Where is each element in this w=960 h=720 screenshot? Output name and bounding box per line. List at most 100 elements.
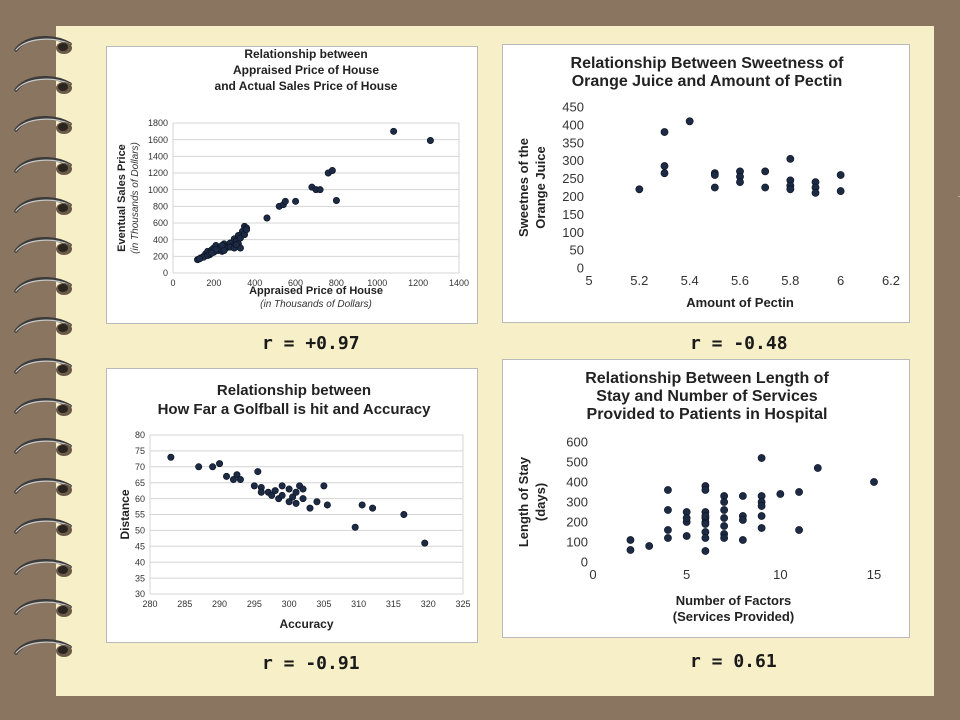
x-tick-label: 5.6 [731,273,749,288]
chart-title-line: Provided to Patients in Hospital [587,406,828,423]
x-axis-label: Accuracy [279,617,333,631]
data-point [233,471,241,479]
x-tick-label: 800 [329,278,344,288]
x-tick-label: 5 [585,273,592,288]
data-point [257,488,265,496]
data-point [263,214,271,222]
spiral-ring [12,558,74,581]
x-tick-label: 5.8 [781,273,799,288]
data-point [426,137,434,145]
data-point [720,534,729,542]
x-tick-label: 285 [177,599,192,609]
y-tick-label: 500 [566,455,588,470]
x-tick-label: 1000 [367,278,387,288]
spiral-ring [12,598,74,621]
y-tick-label: 0 [163,268,168,278]
x-tick-label: 325 [455,599,470,609]
x-tick-label: 5.2 [630,273,648,288]
data-point [299,495,307,503]
x-tick-label: 1400 [449,278,469,288]
data-point [701,534,710,542]
x-tick-label: 0 [170,278,175,288]
spiral-ring [12,478,74,500]
data-point [278,491,286,499]
data-point [720,514,729,522]
data-point [316,186,324,194]
spiral-ring [12,357,74,380]
x-axis-label: (Services Provided) [673,609,794,624]
data-point [738,516,747,524]
y-axis-label: Length of Stay [516,456,531,547]
x-axis-label: Amount of Pectin [686,295,794,310]
chart-panel-hospital-stay: Relationship Between Length of Stay and N… [502,359,910,638]
y-tick-label: 200 [562,189,584,204]
data-point [701,512,710,520]
data-point [292,488,300,496]
data-point [870,478,878,486]
y-tick-label: 40 [135,557,145,567]
x-tick-label: 15 [867,567,881,582]
data-point [664,486,672,494]
y-tick-label: 100 [562,225,584,240]
y-tick-label: 450 [562,100,584,115]
spiral-ring [12,277,74,299]
y-tick-label: 300 [566,495,588,510]
chart-title-line: and Actual Sales Price of House [215,79,398,93]
y-tick-label: 75 [135,446,145,456]
y-tick-label: 250 [562,171,584,186]
data-point [390,127,398,135]
correlation-label-hospital: r = 0.61 [690,651,777,672]
x-tick-label: 200 [206,278,221,288]
data-point [736,178,744,187]
spiral-ring [12,116,74,138]
y-axis-label: (days) [533,483,548,521]
data-point [701,520,710,528]
data-point [685,117,694,126]
y-tick-label: 150 [562,207,584,222]
data-point [645,542,654,550]
y-tick-label: 800 [153,201,168,211]
correlation-label-house: r = +0.97 [262,333,360,354]
y-axis-label: Eventual Sales Price [116,144,128,252]
data-point [738,536,747,544]
chart-title-line: Relationship between [217,382,371,399]
chart-title-line: Relationship Between Sweetness of [571,55,845,72]
data-point [236,476,244,484]
data-point [720,522,729,530]
data-point [167,453,175,461]
data-point [635,185,644,194]
data-point [223,472,231,480]
data-point [786,185,795,194]
data-point [289,493,297,501]
chart-title-line: Stay and Number of Services [596,388,818,405]
y-tick-label: 400 [153,235,168,245]
data-point [299,485,307,493]
y-tick-label: 400 [562,117,584,132]
y-tick-label: 0 [577,261,584,276]
y-tick-label: 100 [566,535,588,550]
x-tick-label: 6 [837,273,844,288]
x-tick-label: 295 [247,599,262,609]
data-point [761,183,770,192]
y-tick-label: 1800 [148,118,168,128]
data-point [664,534,672,542]
x-tick-label: 6.2 [882,273,900,288]
data-point [761,167,770,176]
y-tick-label: 50 [135,526,145,536]
y-tick-label: 60 [135,494,145,504]
data-point [369,504,377,512]
chart-title-line: Relationship Between Length of [585,370,829,387]
x-tick-label: 300 [282,599,297,609]
y-tick-label: 200 [566,515,588,530]
data-point [216,460,224,468]
data-point [795,526,803,534]
data-point [285,498,293,506]
y-tick-label: 600 [153,218,168,228]
data-point [786,154,795,163]
x-axis-label: Appraised Price of House [249,285,383,297]
data-point [664,506,672,514]
data-point [358,501,366,509]
data-point [701,547,710,555]
data-point [313,498,321,506]
